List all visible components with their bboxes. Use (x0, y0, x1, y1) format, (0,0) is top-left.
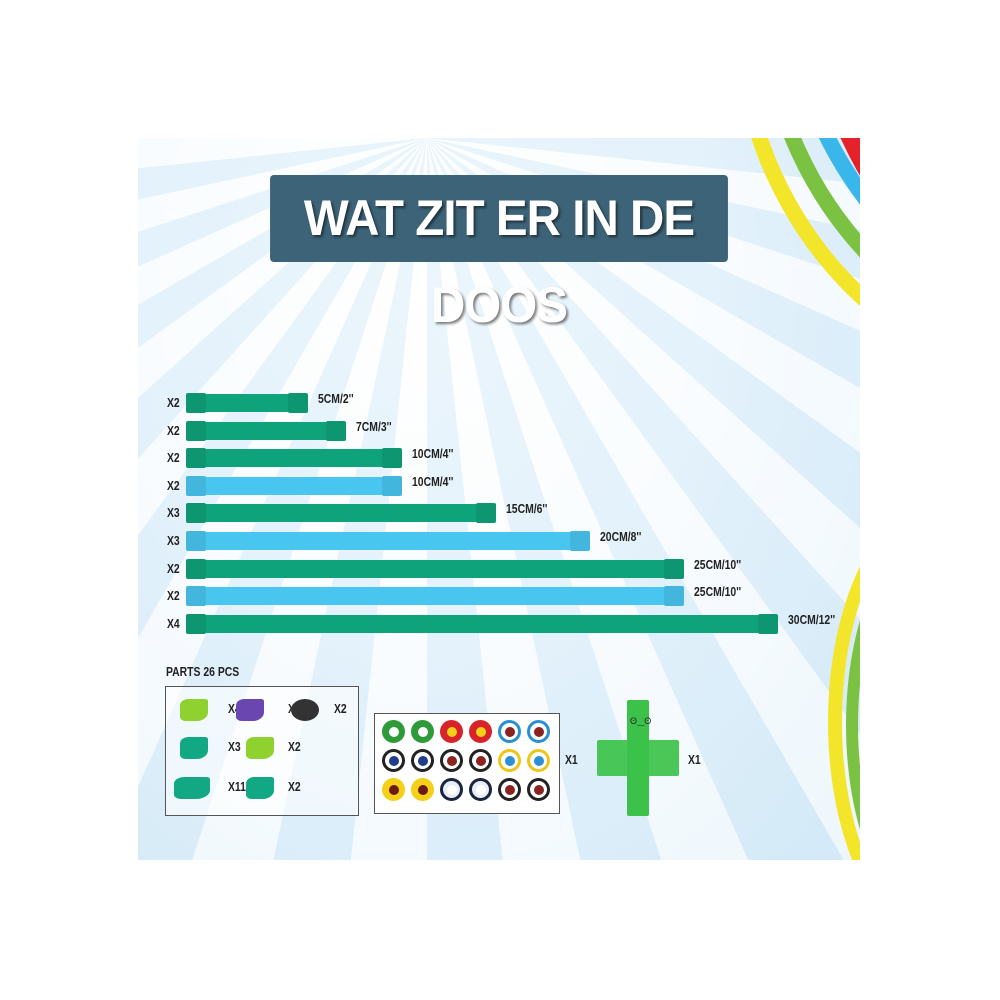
eye-sticker (411, 749, 434, 772)
strip-qty: X2 (167, 588, 180, 604)
strip-qty: X3 (167, 533, 180, 548)
eye-sticker (382, 720, 405, 743)
strip-end-cap (664, 586, 684, 607)
eye-sticker (440, 720, 463, 743)
parts-heading: PARTS 26 PCS (166, 664, 240, 679)
strip-end-cap (186, 475, 206, 496)
eye-sticker (469, 749, 492, 772)
strip-green (186, 393, 308, 413)
strip-qty: X2 (167, 560, 180, 576)
eye-sheet-qty: X1 (565, 752, 578, 767)
strip-length-label: 25CM/10'' (694, 584, 742, 600)
eye-sticker (440, 778, 463, 801)
strip-end-cap (758, 613, 778, 634)
strip-end-cap (186, 420, 206, 441)
part-qty: X3 (228, 739, 241, 754)
strip-qty: X2 (167, 422, 180, 438)
eye-sticker (527, 720, 550, 743)
teal-corner-icon (246, 777, 274, 799)
teal-claw-icon (174, 777, 210, 799)
part-qty: X2 (288, 779, 301, 794)
strip-end-cap (186, 531, 206, 551)
lime-joint-icon (246, 737, 274, 759)
eye-sticker (498, 778, 521, 801)
strip-end-cap (186, 586, 206, 607)
page-title: WAT ZIT ER IN DE DOOS (270, 175, 728, 333)
strip-length-label: 20CM/8'' (600, 529, 642, 544)
strip-end-cap (186, 393, 206, 413)
strip-qty: X2 (167, 450, 180, 466)
lime-connector-icon (180, 699, 208, 721)
figure-qty: X1 (688, 752, 701, 767)
strip-qty: X2 (167, 395, 180, 410)
eye-sticker (498, 720, 521, 743)
black-base-icon (291, 699, 319, 721)
figure-icon: ʘ‿ʘ (597, 700, 697, 816)
parts-box: X4 X2 X2 X3 X2 X11 X2 (165, 686, 359, 816)
strip-qty: X2 (167, 477, 180, 493)
strip-green (186, 558, 684, 579)
strip-length-label: 15CM/6'' (506, 501, 548, 517)
eye-sticker (382, 778, 405, 801)
strip-green (186, 420, 346, 441)
strip-end-cap (186, 448, 206, 469)
strip-end-cap (476, 503, 496, 524)
teal-joint-icon (180, 737, 208, 759)
eye-sticker (411, 720, 434, 743)
strip-blue (186, 531, 590, 551)
strip-end-cap (570, 531, 590, 551)
eye-sticker-sheet (374, 713, 560, 814)
part-qty: X2 (288, 739, 301, 754)
eye-sticker (527, 778, 550, 801)
strip-end-cap (288, 393, 308, 413)
strip-length-label: 10CM/4'' (412, 473, 454, 489)
part-qty: X2 (334, 701, 347, 716)
strip-length-label: 5CM/2'' (318, 391, 354, 406)
strip-end-cap (325, 420, 346, 441)
strip-end-cap (664, 558, 684, 579)
part-qty: X11 (228, 779, 246, 794)
eye-sticker (527, 749, 550, 772)
strip-length-label: 10CM/4'' (412, 446, 454, 462)
strip-end-cap (382, 475, 402, 496)
strip-length-label: 7CM/3'' (355, 418, 392, 434)
strip-green (186, 503, 496, 524)
eye-sticker (498, 749, 521, 772)
strip-length-label: 30CM/12'' (788, 611, 836, 627)
strip-end-cap (382, 448, 402, 469)
eye-sticker (469, 720, 492, 743)
strip-qty: X3 (167, 505, 180, 521)
eye-sticker (382, 749, 405, 772)
strip-end-cap (186, 613, 206, 634)
purple-connector-icon (236, 699, 264, 721)
strip-green (186, 613, 778, 634)
strip-blue (186, 475, 402, 496)
strip-end-cap (186, 503, 206, 524)
strip-blue (186, 586, 684, 607)
strip-qty: X4 (167, 615, 180, 631)
strip-length-label: 25CM/10'' (694, 556, 742, 572)
strip-green (186, 448, 402, 469)
eye-sticker (411, 778, 434, 801)
eye-sticker (469, 778, 492, 801)
strip-end-cap (186, 558, 206, 579)
eye-sticker (440, 749, 463, 772)
